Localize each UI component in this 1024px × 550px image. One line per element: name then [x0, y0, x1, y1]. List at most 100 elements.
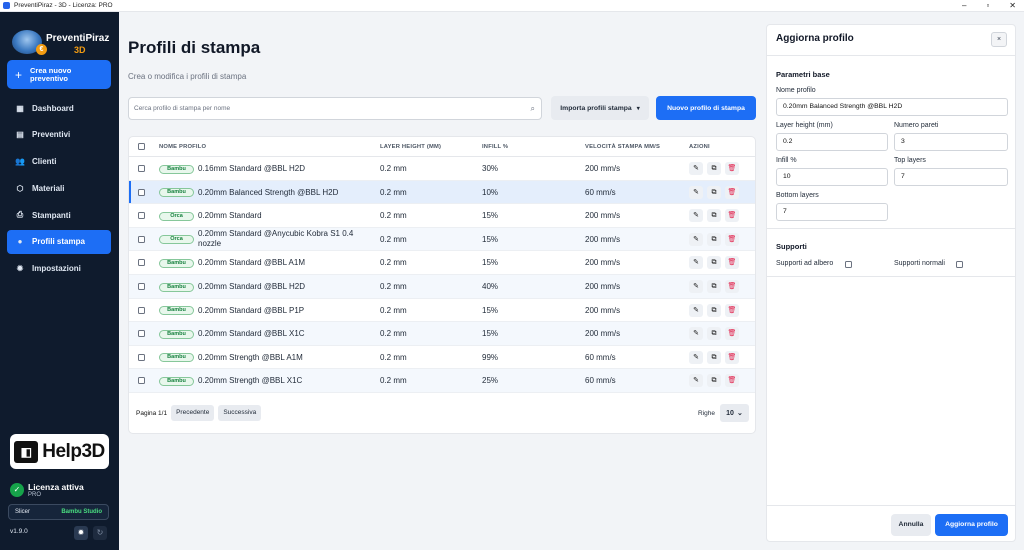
- profile-name-field[interactable]: 0.20mm Balanced Strength @BBL H2D: [776, 98, 1008, 116]
- bottom-layers-field[interactable]: 7: [776, 203, 888, 221]
- trash-icon[interactable]: 🗑: [725, 232, 739, 246]
- duplicate-icon[interactable]: ⧉: [707, 350, 721, 364]
- row-checkbox[interactable]: [138, 259, 145, 267]
- import-profiles-label: Importa profili stampa: [560, 104, 632, 112]
- update-profile-button[interactable]: Aggiorna profilo: [935, 514, 1008, 536]
- layer-height: 0.2 mm: [380, 234, 407, 244]
- duplicate-icon[interactable]: ⧉: [707, 256, 721, 270]
- duplicate-icon[interactable]: ⧉: [707, 232, 721, 246]
- table-row[interactable]: Bambu 0.20mm Standard @BBL X1C 0.2 mm 15% 20…: [129, 322, 755, 346]
- import-profiles-button[interactable]: Importa profili stampa ▾: [551, 96, 649, 120]
- select-all-checkbox[interactable]: [138, 143, 145, 150]
- trash-icon[interactable]: 🗑: [725, 256, 739, 270]
- maximize-button[interactable]: ▫: [986, 1, 990, 10]
- main-content: Profili di stampa Crea o modifica i prof…: [119, 12, 765, 550]
- next-page-button[interactable]: Successiva: [218, 405, 262, 421]
- table-row[interactable]: Bambu 0.20mm Balanced Strength @BBL H2D 0.…: [129, 180, 755, 205]
- table-row[interactable]: Bambu 0.20mm Standard @BBL H2D 0.2 mm 40% 20…: [129, 275, 755, 299]
- profile-name: 0.16mm Standard @BBL H2D: [198, 164, 305, 173]
- edit-icon[interactable]: ✎: [689, 350, 703, 364]
- sidebar-item-materiali[interactable]: ⬡ Materiali: [7, 176, 111, 200]
- source-badge: Bambu: [159, 329, 194, 339]
- sidebar-item-preventivi[interactable]: ▤ Preventivi: [7, 123, 111, 147]
- edit-icon[interactable]: ✎: [689, 185, 703, 199]
- settings-gear-button[interactable]: ✹: [74, 526, 88, 540]
- duplicate-icon[interactable]: ⧉: [707, 303, 721, 317]
- chevron-down-icon: ▾: [636, 105, 640, 112]
- print-speed: 200 mm/s: [585, 234, 621, 244]
- previous-page-button[interactable]: Precedente: [171, 405, 215, 421]
- section-supports: Supporti: [776, 242, 807, 251]
- layer-height: 0.2 mm: [380, 164, 407, 173]
- slicer-selector[interactable]: Slicer Bambu Studio: [8, 504, 109, 520]
- duplicate-icon[interactable]: ⧉: [707, 185, 721, 199]
- row-checkbox[interactable]: [138, 377, 145, 385]
- new-profile-button[interactable]: Nuovo profilo di stampa: [656, 96, 756, 120]
- duplicate-icon[interactable]: ⧉: [707, 374, 721, 388]
- row-checkbox[interactable]: [138, 165, 145, 172]
- sidebar-item-impostazioni[interactable]: ✹ Impostazioni: [7, 257, 111, 281]
- edit-icon[interactable]: ✎: [689, 232, 703, 246]
- close-window-button[interactable]: ✕: [1009, 1, 1016, 10]
- walls-field[interactable]: 3: [894, 133, 1008, 151]
- row-checkbox[interactable]: [138, 283, 145, 290]
- infill-value: 15%: [482, 234, 499, 244]
- trash-icon[interactable]: 🗑: [725, 209, 739, 223]
- edit-icon[interactable]: ✎: [689, 374, 703, 388]
- table-row[interactable]: Bambu 0.20mm Strength @BBL X1C 0.2 mm 25% 60…: [129, 369, 755, 393]
- edit-icon[interactable]: ✎: [689, 303, 703, 317]
- sidebar-item-dashboard[interactable]: ▦ Dashboard: [7, 96, 111, 120]
- sync-button[interactable]: ↻: [93, 526, 107, 540]
- trash-icon[interactable]: 🗑: [725, 185, 739, 199]
- print-speed: 200 mm/s: [585, 282, 621, 291]
- sidebar-item-stampanti[interactable]: ⎙ Stampanti: [7, 203, 111, 227]
- tree-supports-checkbox[interactable]: [845, 261, 852, 268]
- duplicate-icon[interactable]: ⧉: [707, 162, 721, 175]
- row-checkbox[interactable]: [138, 212, 145, 220]
- row-checkbox[interactable]: [138, 188, 145, 196]
- col-name: NOME PROFILO: [159, 144, 207, 150]
- edit-icon[interactable]: ✎: [689, 327, 703, 341]
- edit-icon[interactable]: ✎: [689, 162, 703, 175]
- edit-icon[interactable]: ✎: [689, 256, 703, 270]
- trash-icon[interactable]: 🗑: [725, 280, 739, 293]
- minimize-button[interactable]: –: [962, 1, 967, 10]
- trash-icon[interactable]: 🗑: [725, 374, 739, 388]
- sidebar-item-clienti[interactable]: 👥 Clienti: [7, 150, 111, 174]
- trash-icon[interactable]: 🗑: [725, 162, 739, 175]
- close-panel-button[interactable]: ×: [991, 32, 1007, 47]
- table-row[interactable]: Bambu 0.20mm Standard @BBL A1M 0.2 mm 15% 20…: [129, 251, 755, 275]
- duplicate-icon[interactable]: ⧉: [707, 280, 721, 293]
- rows-per-page-select[interactable]: 10 ⌄: [720, 404, 749, 422]
- trash-icon[interactable]: 🗑: [725, 350, 739, 364]
- duplicate-icon[interactable]: ⧉: [707, 327, 721, 341]
- normal-supports-checkbox[interactable]: [956, 261, 963, 268]
- table-row[interactable]: Bambu 0.16mm Standard @BBL H2D 0.2 mm 30% 20…: [129, 157, 755, 181]
- new-quote-button[interactable]: + Crea nuovo preventivo: [7, 60, 111, 89]
- infill-field[interactable]: 10: [776, 168, 888, 186]
- table-row[interactable]: Orca 0.20mm Standard 0.2 mm 15% 200 mm/s ✎ ⧉ 🗑: [129, 204, 755, 228]
- sidebar-item-profili-stampa[interactable]: ● Profili stampa: [7, 229, 111, 254]
- row-checkbox[interactable]: [138, 306, 145, 314]
- row-checkbox[interactable]: [138, 235, 145, 243]
- edit-icon[interactable]: ✎: [689, 280, 703, 293]
- profile-name: 0.20mm Strength @BBL A1M: [198, 352, 303, 362]
- table-row[interactable]: Bambu 0.20mm Standard @BBL P1P 0.2 mm 15% 20…: [129, 299, 755, 323]
- row-checkbox[interactable]: [138, 353, 145, 361]
- top-layers-field[interactable]: 7: [894, 168, 1008, 186]
- trash-icon[interactable]: 🗑: [725, 327, 739, 341]
- table-row[interactable]: Bambu 0.20mm Strength @BBL A1M 0.2 mm 99% 60…: [129, 346, 755, 370]
- trash-icon[interactable]: 🗑: [725, 303, 739, 317]
- col-actions: AZIONI: [689, 144, 710, 150]
- table-row[interactable]: Orca 0.20mm Standard @Anycubic Kobra S1 0…: [129, 227, 755, 252]
- duplicate-icon[interactable]: ⧉: [707, 209, 721, 223]
- edit-icon[interactable]: ✎: [689, 209, 703, 223]
- plus-icon: +: [15, 67, 23, 82]
- infill-value: 30%: [482, 164, 499, 173]
- help3d-logo[interactable]: ◧ Help3D: [10, 434, 109, 469]
- row-checkbox[interactable]: [138, 330, 145, 338]
- tree-supports-label: Supporti ad albero: [776, 260, 834, 267]
- search-input[interactable]: Cerca profilo di stampa per nome ⌕: [128, 97, 542, 120]
- cancel-button[interactable]: Annulla: [891, 514, 931, 536]
- layer-height-field[interactable]: 0.2: [776, 133, 888, 151]
